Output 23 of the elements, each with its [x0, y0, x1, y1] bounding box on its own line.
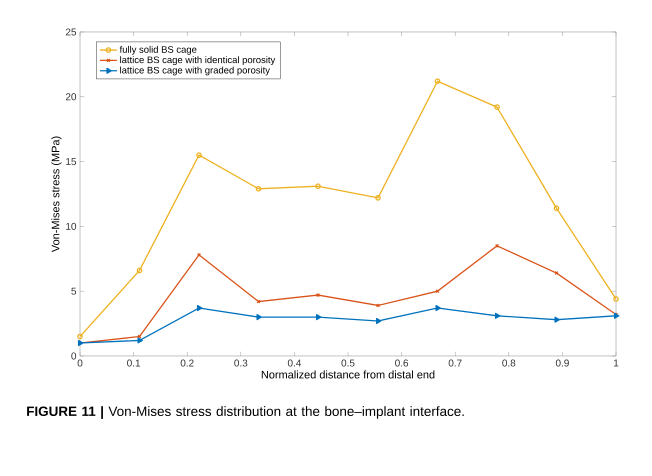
x-tick-label: 0.4 — [288, 360, 302, 367]
x-axis-title: Normalized distance from distal end — [262, 370, 434, 378]
y-tick-label: 0 — [71, 352, 76, 360]
x-tick-label: 0.7 — [448, 360, 462, 367]
legend-label: fully solid BS cage — [120, 46, 196, 55]
legend-label: lattice BS cage with graded porosity — [120, 66, 270, 76]
x-tick-label: 0.3 — [234, 360, 248, 367]
x-tick-label: 0.9 — [556, 360, 569, 367]
legend-label: lattice BS cage with identical porosity — [120, 56, 276, 66]
y-tick-label: 25 — [66, 28, 76, 36]
y-tick-label: 5 — [71, 288, 76, 295]
y-tick-label: 20 — [66, 93, 76, 100]
y-tick-label: 15 — [66, 158, 76, 166]
x-tick-label: 0.6 — [395, 360, 408, 367]
x-tick-label: 0.1 — [127, 360, 140, 367]
x-tick-label: 0.2 — [180, 360, 194, 367]
x-tick-label: 0.8 — [502, 360, 516, 367]
y-axis-title: Von-Mises stress (MPa) — [51, 136, 62, 252]
x-tick-label: 1 — [614, 360, 618, 366]
text: FIGURE 11 | Von-Mises stress distribution at the bone–implant interface. — [27, 406, 464, 419]
x-tick-label: 0 — [78, 360, 82, 367]
y-tick-label: 10 — [66, 222, 76, 230]
x-tick-label: 0.5 — [341, 360, 355, 367]
